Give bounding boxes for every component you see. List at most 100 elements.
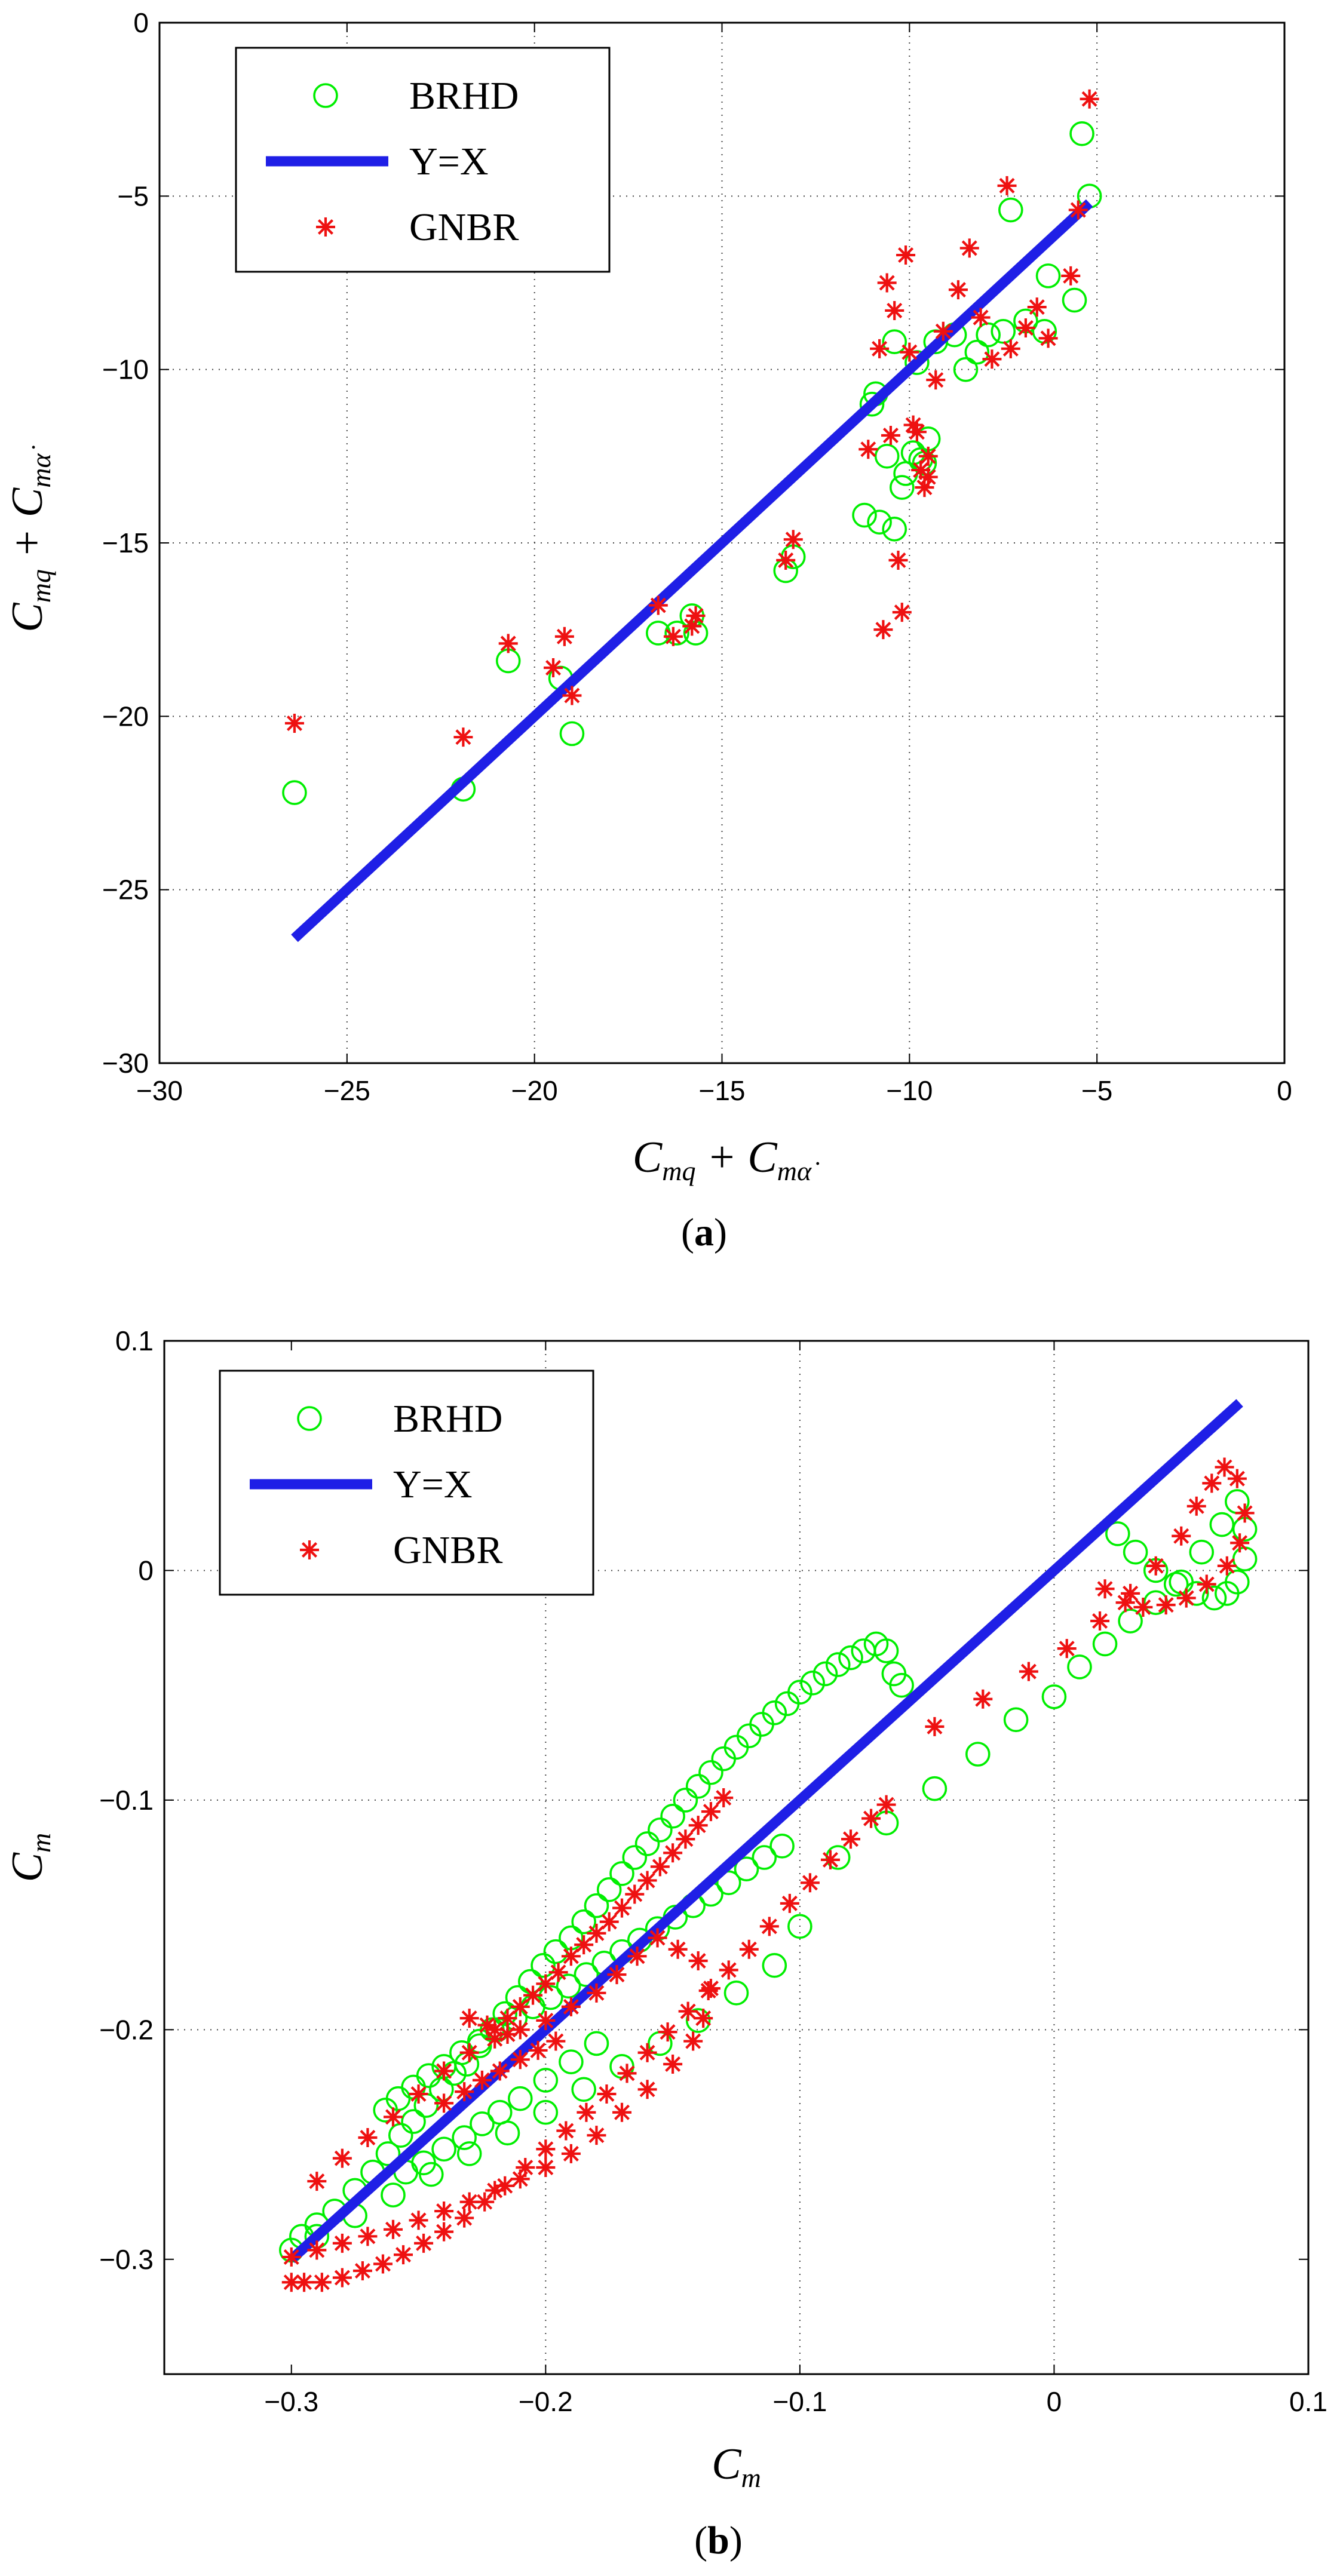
- gnbr-point: [312, 2273, 332, 2292]
- brhd-point: [664, 621, 689, 646]
- brhd-point: [634, 1831, 660, 1856]
- brhd-point: [487, 2099, 513, 2125]
- gnbr-point: [587, 2126, 606, 2145]
- y-tick-label: −20: [102, 701, 149, 732]
- brhd-point: [531, 1952, 556, 1978]
- gnbr-point: [434, 2061, 454, 2081]
- gnbr-point: [528, 2040, 548, 2060]
- gnbr-point: [599, 1912, 619, 1932]
- gnbr-point: [701, 1802, 720, 1822]
- gnbr-point: [384, 2107, 403, 2127]
- gnbr-point: [701, 1979, 720, 1998]
- gnbr-point: [841, 1829, 860, 1849]
- brhd-point: [734, 1856, 759, 1882]
- brhd-point: [965, 1742, 991, 1767]
- gnbr-point: [556, 2121, 576, 2141]
- gnbr-point: [295, 2273, 314, 2292]
- brhd-point: [538, 1985, 563, 2010]
- legend-gnbr-marker: [300, 1540, 319, 1559]
- gnbr-point: [1090, 1611, 1110, 1631]
- gnbr-point: [627, 1946, 647, 1966]
- gnbr-point: [455, 2082, 474, 2102]
- gnbr-point: [434, 2202, 454, 2221]
- gnbr-point: [498, 2025, 517, 2044]
- x-tick-label: 0: [1277, 1075, 1292, 1106]
- panel-caption: (a): [681, 1211, 727, 1254]
- gnbr-point: [663, 2055, 683, 2074]
- gnbr-point: [1202, 1473, 1222, 1493]
- gnbr-point: [1217, 1556, 1237, 1576]
- gnbr-point: [888, 551, 908, 570]
- brhd-point: [533, 2068, 559, 2093]
- gnbr-point: [1197, 1574, 1216, 1594]
- brhd-point: [411, 2150, 436, 2176]
- gnbr-point: [498, 2009, 517, 2028]
- gnbr-point: [587, 1983, 606, 2003]
- gnbr-point: [394, 2245, 413, 2265]
- gnbr-point: [926, 370, 946, 390]
- gnbr-point: [739, 1939, 759, 1959]
- y-tick-label: −30: [102, 1048, 149, 1079]
- x-tick-label: −15: [698, 1075, 745, 1106]
- gnbr-point: [637, 1871, 657, 1890]
- gnbr-point: [510, 2020, 530, 2040]
- brhd-point: [762, 1952, 787, 1978]
- gnbr-point: [495, 2176, 515, 2196]
- gnbr-point: [678, 2001, 698, 2021]
- gnbr-point: [574, 1935, 594, 1955]
- legend-brhd-marker: [297, 1406, 322, 1431]
- y-tick-label: −0.3: [99, 2244, 154, 2275]
- gnbr-point: [409, 2084, 428, 2104]
- gnbr-point: [1115, 1593, 1135, 1613]
- brhd-point: [1035, 263, 1061, 288]
- gnbr-point: [900, 342, 919, 362]
- gnbr-point: [648, 1928, 667, 1948]
- gnbr-point: [1121, 1583, 1140, 1603]
- gnbr-point: [918, 446, 938, 466]
- gnbr-point: [1227, 1469, 1247, 1488]
- gnbr-point: [352, 2261, 372, 2280]
- gnbr-point: [1001, 339, 1020, 358]
- gnbr-point: [414, 2233, 434, 2253]
- y-tick-label: 0.1: [115, 1325, 154, 1356]
- gnbr-point: [332, 2148, 352, 2168]
- gnbr-point: [510, 1997, 530, 2016]
- brhd-point: [533, 2099, 559, 2125]
- brhd-point: [1105, 1521, 1130, 1546]
- gnbr-point: [548, 1963, 568, 1982]
- gnbr-point: [281, 2247, 301, 2267]
- legend-gnbr-marker: [316, 217, 335, 237]
- brhd-point: [922, 1776, 948, 1801]
- brhd-point: [998, 197, 1023, 223]
- brhd-point: [1215, 1581, 1240, 1606]
- brhd-point: [375, 2141, 401, 2166]
- gnbr-point: [612, 1898, 631, 1918]
- gnbr-point: [688, 1951, 708, 1970]
- brhd-point: [838, 1645, 863, 1671]
- chart-panel-b: −0.3 −0.2 −0.1 0 0.1 −0.3 −0.2 −0.1 0 0.1 BRHD Y=X G…: [3, 1325, 1327, 2562]
- gnbr-point: [490, 2061, 510, 2081]
- legend-brhd-marker: [313, 83, 338, 108]
- y-tick-label: −10: [102, 354, 149, 385]
- gnbr-point: [597, 2084, 617, 2104]
- gnbr-point: [973, 1689, 993, 1709]
- gnbr-point: [1019, 1662, 1038, 1681]
- gnbr-point: [1133, 1597, 1153, 1617]
- gnbr-point: [650, 1857, 670, 1877]
- gnbr-point: [625, 1884, 645, 1904]
- brhd-point: [1123, 1539, 1148, 1565]
- gnbr-point: [948, 280, 968, 300]
- brhd-point: [388, 2123, 413, 2148]
- gnbr-point: [637, 2080, 657, 2099]
- brhd-point: [698, 1760, 723, 1785]
- brhd-point: [609, 1861, 634, 1886]
- gnbr-point: [459, 2043, 479, 2062]
- brhd-point: [648, 1817, 673, 1843]
- gnbr-point: [459, 2192, 479, 2212]
- x-axis-label: Cm: [712, 2440, 761, 2493]
- brhd-point: [401, 2109, 426, 2134]
- brhd-point: [889, 475, 915, 500]
- y-axis-label: Cm: [3, 1833, 56, 1883]
- gnbr-point: [881, 425, 900, 445]
